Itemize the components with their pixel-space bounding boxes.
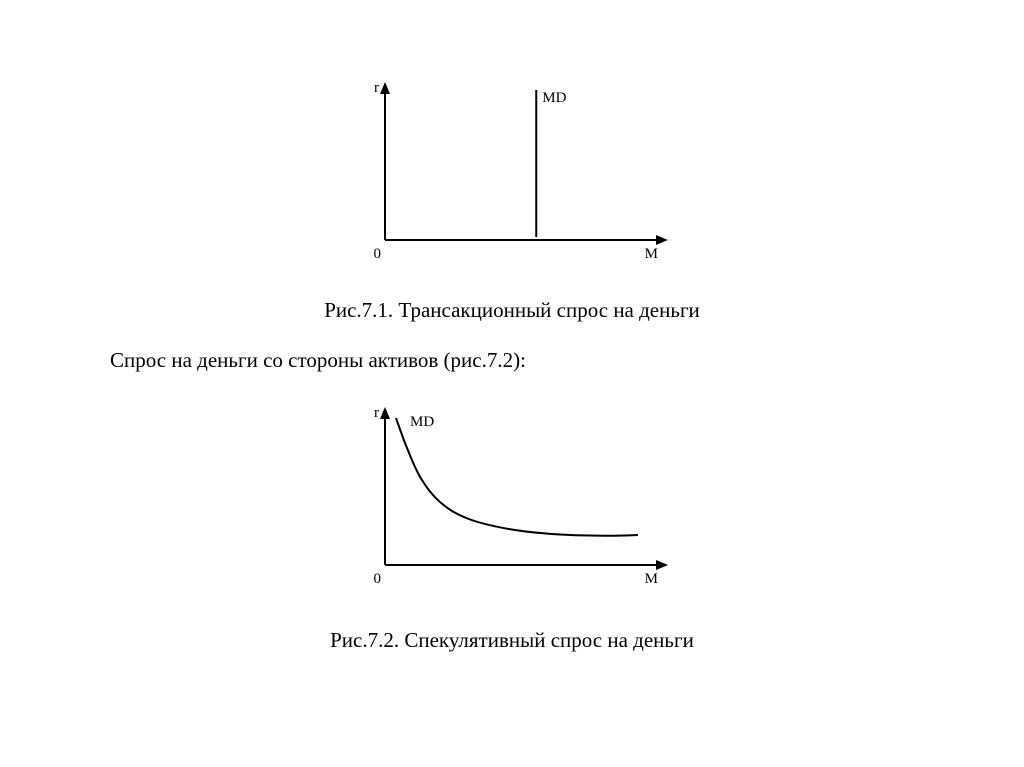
chart-transactional-demand: r M 0 MD	[350, 70, 690, 265]
svg-text:MD: MD	[410, 414, 434, 430]
svg-text:M: M	[645, 571, 658, 587]
body-text-asset-demand: Спрос на деньги со стороны активов (рис.…	[110, 348, 526, 373]
svg-text:r: r	[374, 80, 379, 96]
svg-text:0: 0	[374, 571, 382, 587]
svg-text:r: r	[374, 405, 379, 421]
caption-figure-7-1: Рис.7.1. Трансакционный спрос на деньги	[0, 298, 1024, 323]
svg-text:M: M	[645, 246, 658, 262]
chart-speculative-demand: r M 0 MD	[350, 395, 690, 590]
svg-text:0: 0	[374, 246, 382, 262]
caption-figure-7-2: Рис.7.2. Спекулятивный спрос на деньги	[0, 628, 1024, 653]
page-root: r M 0 MD Рис.7.1. Трансакционный спрос на д…	[0, 0, 1024, 767]
svg-text:MD: MD	[542, 90, 566, 106]
